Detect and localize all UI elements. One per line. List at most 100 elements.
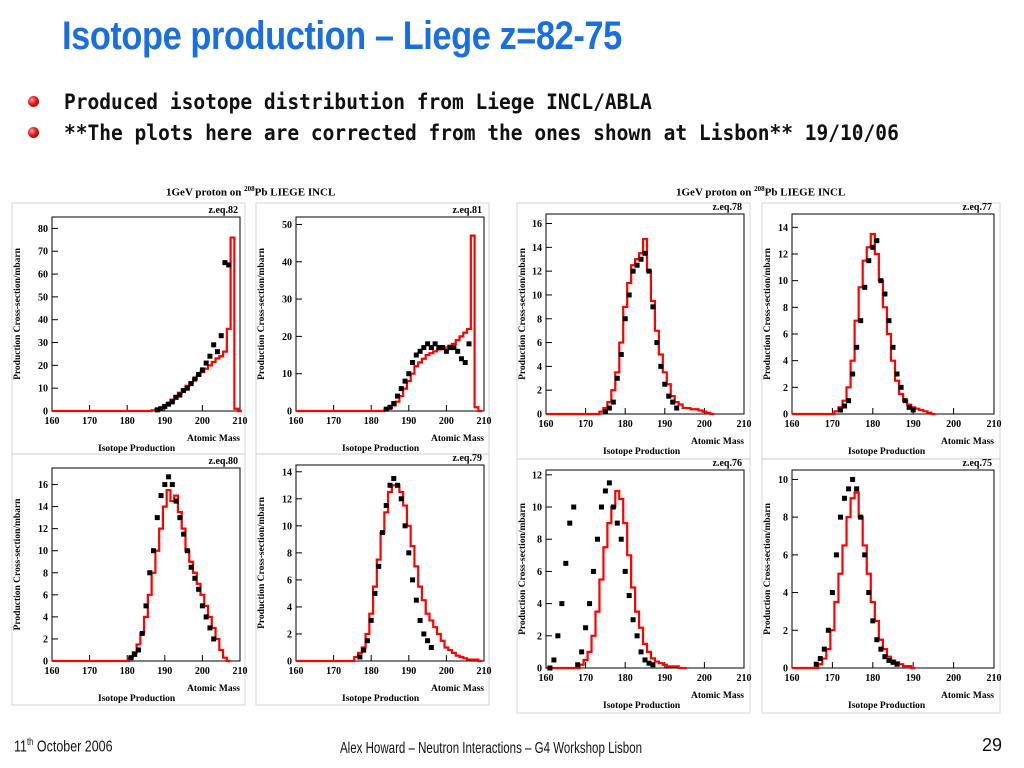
data-point bbox=[226, 262, 232, 268]
x-tick-label: 180 bbox=[865, 673, 880, 684]
x-tick-label: 190 bbox=[157, 416, 172, 427]
x-axis-label: Atomic Mass bbox=[941, 691, 994, 701]
data-point bbox=[417, 617, 423, 623]
data-point bbox=[630, 268, 636, 274]
x-tick-label: 190 bbox=[401, 416, 416, 427]
data-point bbox=[878, 278, 884, 284]
plot-title: z.eq.81 bbox=[453, 205, 482, 216]
y-tick-label: 80 bbox=[38, 224, 48, 235]
data-point bbox=[135, 647, 141, 653]
data-point bbox=[606, 480, 612, 486]
data-point bbox=[395, 393, 401, 399]
y-axis-label: Production Cross-section/mbarn bbox=[763, 247, 773, 380]
x-tick-label: 160 bbox=[785, 419, 800, 430]
y-tick-label: 4 bbox=[287, 602, 292, 613]
data-point bbox=[188, 564, 194, 570]
data-point bbox=[587, 601, 593, 607]
data-point bbox=[837, 514, 843, 520]
data-point bbox=[447, 345, 453, 351]
x-axis-label: Atomic Mass bbox=[941, 437, 994, 447]
data-point bbox=[147, 570, 153, 576]
data-point bbox=[854, 486, 860, 492]
y-axis-label: Production Cross-section/mbarn bbox=[518, 247, 528, 380]
x-axis-label: Atomic Mass bbox=[187, 434, 240, 444]
data-point bbox=[425, 341, 431, 347]
y-tick-label: 6 bbox=[537, 567, 542, 578]
bullet-icon bbox=[28, 127, 39, 138]
data-point bbox=[642, 250, 648, 256]
data-point bbox=[622, 568, 628, 574]
y-tick-label: 2 bbox=[43, 634, 48, 645]
x-tick-label: 160 bbox=[45, 666, 60, 677]
x-tick-label: 160 bbox=[785, 673, 800, 684]
data-point bbox=[436, 345, 442, 351]
plot-title: z.eq.76 bbox=[713, 458, 742, 469]
data-point bbox=[850, 371, 856, 377]
data-point bbox=[391, 401, 397, 407]
data-point bbox=[658, 363, 664, 369]
y-tick-label: 10 bbox=[38, 546, 48, 557]
data-point bbox=[357, 654, 363, 660]
y-tick-label: 16 bbox=[38, 480, 48, 491]
plot-subtitle: Isotope Production bbox=[603, 447, 681, 457]
plot-title: z.eq.82 bbox=[209, 205, 238, 216]
x-tick-label: 170 bbox=[326, 416, 341, 427]
panel-frame bbox=[516, 458, 751, 714]
data-point bbox=[158, 493, 164, 499]
data-point bbox=[421, 631, 427, 637]
data-point bbox=[391, 476, 397, 482]
data-point bbox=[173, 394, 179, 400]
y-axis-label: Production Cross-section/mbarn bbox=[13, 247, 23, 380]
data-point bbox=[614, 520, 620, 526]
panel-frame bbox=[11, 453, 246, 706]
plot-subtitle: Isotope Production bbox=[848, 701, 926, 711]
plot-area bbox=[791, 213, 995, 415]
x-axis-label: Atomic Mass bbox=[691, 691, 744, 701]
x-tick-label: 180 bbox=[364, 666, 379, 677]
x-tick-label: 190 bbox=[906, 419, 921, 430]
x-tick-label: 170 bbox=[825, 673, 840, 684]
data-point bbox=[650, 304, 656, 310]
data-point bbox=[602, 488, 608, 494]
data-point bbox=[199, 603, 205, 609]
data-point bbox=[842, 403, 848, 409]
data-point bbox=[192, 575, 198, 581]
data-point bbox=[398, 496, 404, 502]
data-point bbox=[837, 407, 843, 413]
data-point bbox=[398, 386, 404, 392]
y-tick-label: 14 bbox=[38, 502, 48, 513]
y-tick-label: 14 bbox=[778, 223, 788, 234]
x-tick-label: 160 bbox=[539, 419, 554, 430]
bullet-icon bbox=[28, 96, 39, 107]
x-tick-label: 160 bbox=[289, 416, 304, 427]
y-tick-label: 20 bbox=[38, 361, 48, 372]
x-tick-label: 170 bbox=[578, 673, 593, 684]
data-point bbox=[128, 655, 134, 661]
data-point bbox=[602, 409, 608, 415]
bullet-text: Produced isotope distribution from Liege… bbox=[64, 89, 652, 114]
y-tick-label: 2 bbox=[783, 383, 788, 394]
data-point bbox=[402, 523, 408, 529]
data-point bbox=[184, 385, 190, 391]
plot-subtitle: Isotope Production bbox=[603, 701, 681, 711]
x-axis-label: Atomic Mass bbox=[431, 434, 484, 444]
y-tick-label: 30 bbox=[282, 295, 292, 306]
y-tick-label: 14 bbox=[282, 467, 292, 478]
x-tick-label: 170 bbox=[825, 419, 840, 430]
y-tick-label: 0 bbox=[43, 407, 48, 418]
data-point bbox=[406, 550, 412, 556]
x-tick-label: 160 bbox=[289, 666, 304, 677]
data-point bbox=[817, 656, 823, 662]
data-point bbox=[906, 404, 912, 410]
data-point bbox=[666, 393, 672, 399]
y-tick-label: 16 bbox=[532, 219, 542, 230]
x-tick-label: 210 bbox=[737, 673, 752, 684]
x-tick-label: 210 bbox=[987, 419, 1002, 430]
data-point bbox=[870, 244, 876, 250]
x-axis-label: Atomic Mass bbox=[187, 684, 240, 694]
data-point bbox=[825, 627, 831, 633]
plot-area bbox=[295, 216, 485, 412]
data-point bbox=[626, 292, 632, 298]
y-tick-label: 10 bbox=[532, 290, 542, 301]
data-point bbox=[846, 486, 852, 492]
